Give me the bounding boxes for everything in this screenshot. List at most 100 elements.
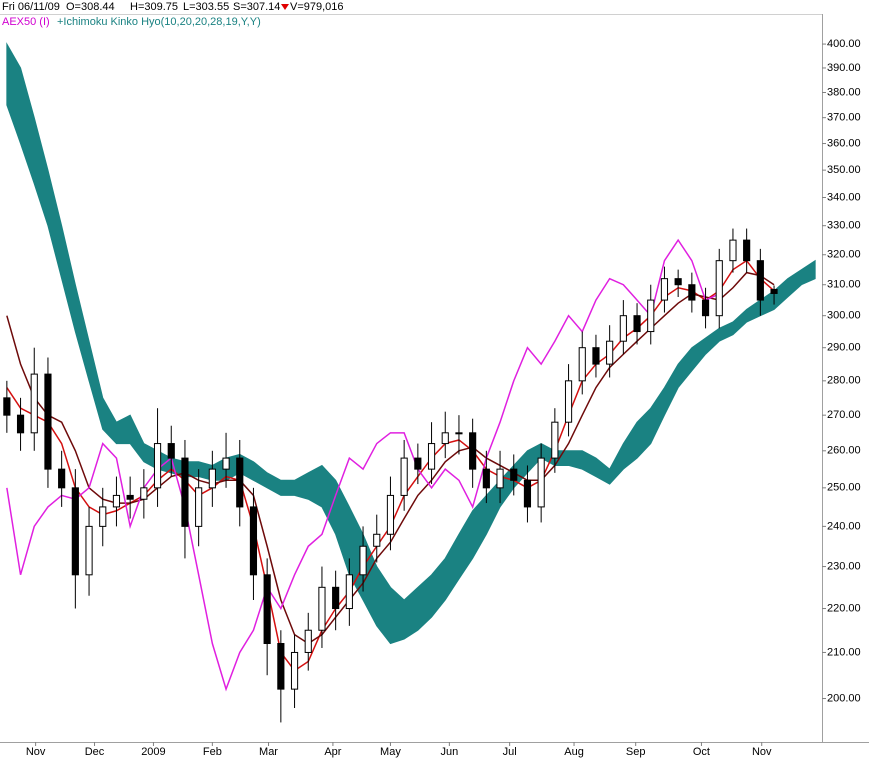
candle-body [482, 468, 490, 489]
x-tick-label: Apr [324, 746, 341, 758]
candle-body [469, 432, 477, 470]
candle-body [290, 651, 299, 690]
candle-body [345, 574, 353, 610]
candle-body [195, 487, 203, 527]
y-tick-label: 330.00 [827, 220, 861, 232]
candle-body [236, 457, 244, 508]
x-tick-label: Jun [440, 746, 458, 758]
candle-body [510, 468, 518, 481]
y-tick-label: 270.00 [827, 409, 861, 421]
candle-body [386, 494, 395, 535]
candle-body [427, 443, 436, 470]
y-tick-label: 320.00 [827, 249, 861, 261]
candle-body [16, 414, 25, 434]
y-tick-label: 380.00 [827, 86, 861, 98]
y-tick-label: 300.00 [827, 310, 861, 322]
candle-body [208, 468, 216, 489]
candle-body [277, 643, 285, 690]
candle-body [304, 629, 312, 653]
candle-body [400, 457, 408, 496]
candle-body [578, 347, 586, 382]
y-tick-label: 310.00 [827, 279, 861, 291]
candle-body [222, 457, 230, 470]
candle-body [58, 468, 66, 489]
candle-body [551, 421, 559, 459]
y-tick-label: 350.00 [827, 164, 861, 176]
candle-body [373, 533, 381, 547]
candle-body [455, 432, 463, 435]
y-tick-label: 290.00 [827, 342, 861, 354]
x-tick-label: May [380, 746, 401, 758]
header-low: L=303.55 [183, 1, 229, 13]
y-tick-label: 370.00 [827, 112, 861, 124]
candle-body [126, 494, 134, 500]
candle-body [770, 288, 778, 294]
candle-body [619, 315, 627, 342]
candle-body [688, 284, 696, 301]
candle-body [564, 380, 573, 423]
candle-body [153, 443, 162, 489]
y-tick-label: 340.00 [827, 191, 861, 203]
candle-body [167, 443, 175, 459]
candle-body [112, 494, 121, 508]
candle-body [414, 457, 422, 470]
x-tick-label: Jul [503, 746, 517, 758]
y-tick-label: 230.00 [827, 560, 861, 572]
candle-body [140, 487, 148, 500]
candle-body [318, 586, 326, 631]
candle-body [743, 239, 751, 262]
y-tick-label: 360.00 [827, 137, 861, 149]
candle-body [249, 506, 258, 576]
y-tick-label: 400.00 [827, 38, 861, 50]
y-tick-label: 280.00 [827, 375, 861, 387]
y-tick-label: 200.00 [827, 692, 861, 704]
candle-body [633, 315, 641, 333]
candle-body [537, 457, 545, 508]
cloud [6, 42, 816, 645]
x-tick-label: 2009 [141, 746, 165, 758]
header-open: O=308.44 [66, 1, 115, 13]
candle-body [99, 506, 107, 527]
indicator-line [6, 238, 720, 692]
candle-body [496, 468, 504, 489]
chart-title: AEX50 (I) [2, 16, 50, 28]
x-tick-label: Oct [693, 746, 710, 758]
y-tick-label: 250.00 [827, 482, 861, 494]
candle-body [592, 347, 600, 365]
y-tick-label: 210.00 [827, 646, 861, 658]
candle-body [441, 432, 449, 445]
candle-body [3, 397, 11, 416]
x-tick-label: Nov [26, 746, 46, 758]
x-tick-label: Nov [752, 746, 772, 758]
candle-body [674, 278, 682, 286]
x-tick-label: Sep [626, 746, 646, 758]
header-close: S=307.14 [233, 1, 280, 13]
candle-body [715, 260, 723, 317]
candle-body [647, 299, 655, 333]
candle-body [701, 299, 710, 317]
candle-body [85, 525, 93, 576]
candle-body [332, 586, 340, 610]
y-tick-label: 240.00 [827, 520, 861, 532]
candle-body [606, 340, 614, 365]
candle-body [660, 278, 669, 301]
y-tick-label: 390.00 [827, 62, 861, 74]
down-arrow [281, 4, 289, 10]
x-tick-label: Mar [259, 746, 278, 758]
candle-body [30, 373, 38, 434]
y-tick-label: 260.00 [827, 445, 861, 457]
header-date: Fri 06/11/09 [2, 1, 60, 13]
candle-body [756, 260, 764, 301]
header-high: H=309.75 [130, 1, 178, 13]
candle-body [181, 457, 189, 527]
candle-body [729, 239, 737, 262]
x-tick-label: Feb [203, 746, 222, 758]
indicator-label: +Ichimoku Kinko Hyo(10,20,20,28,19,Y,Y) [57, 16, 261, 28]
candle-body [263, 574, 271, 645]
candle-body [44, 373, 52, 470]
y-tick-label: 220.00 [827, 602, 861, 614]
x-tick-label: Dec [85, 746, 105, 758]
candle-body [71, 487, 79, 576]
